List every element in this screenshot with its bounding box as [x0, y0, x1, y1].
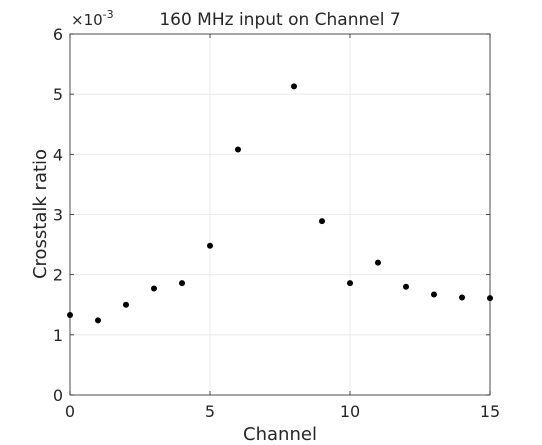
data-point — [123, 301, 129, 308]
data-point — [207, 242, 213, 249]
y-tick-label: 0 — [53, 386, 63, 405]
x-tick-label: 5 — [205, 402, 215, 421]
data-point — [403, 283, 409, 290]
data-point — [235, 146, 241, 153]
chart-title: 160 MHz input on Channel 7 — [159, 10, 400, 30]
y-axis-label: Crosstalk ratio — [30, 149, 51, 279]
x-axis-ticks: 0 5 10 15 — [65, 34, 500, 421]
data-point — [375, 259, 381, 266]
data-points — [67, 83, 493, 324]
data-point — [431, 291, 437, 298]
y-tick-label: 4 — [53, 145, 63, 164]
x-tick-label: 15 — [480, 402, 500, 421]
data-point — [487, 295, 493, 302]
data-point — [291, 83, 297, 90]
x-tick-label: 10 — [340, 402, 360, 421]
grid-lines — [69, 33, 491, 396]
y-exponent-base: ×10 — [71, 11, 103, 29]
data-point — [179, 280, 185, 287]
y-tick-label: 5 — [53, 85, 63, 104]
x-tick-label: 0 — [65, 402, 75, 421]
y-tick-label: 3 — [53, 206, 63, 225]
data-point — [459, 294, 465, 301]
data-point — [347, 280, 353, 287]
data-point — [151, 285, 157, 292]
y-tick-label: 2 — [53, 266, 63, 285]
y-exponent-power: -3 — [103, 8, 114, 21]
y-exponent-label: ×10-3 — [71, 8, 114, 29]
y-tick-label: 1 — [53, 326, 63, 345]
y-axis-ticks: 0 1 2 3 4 5 6 — [53, 25, 490, 405]
y-tick-label: 6 — [53, 25, 63, 44]
data-point — [67, 311, 73, 318]
data-point — [319, 218, 325, 225]
data-point — [95, 317, 101, 324]
x-axis-label: Channel — [243, 424, 317, 445]
